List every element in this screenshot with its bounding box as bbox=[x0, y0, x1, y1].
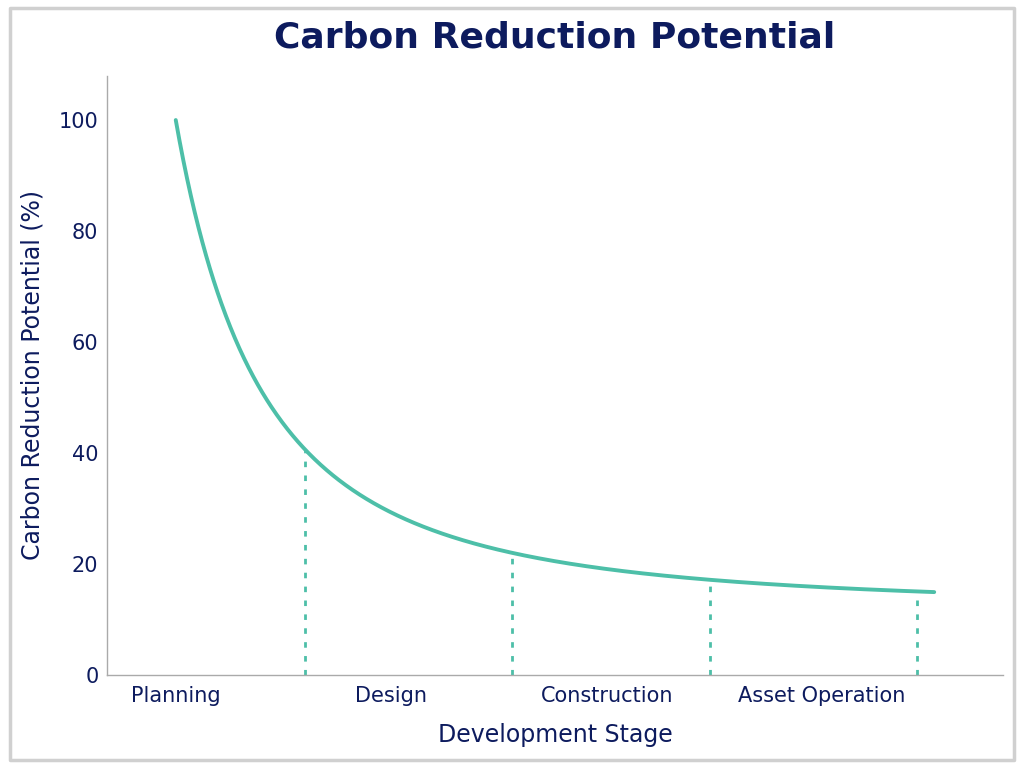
Y-axis label: Carbon Reduction Potential (%): Carbon Reduction Potential (%) bbox=[20, 190, 45, 561]
Title: Carbon Reduction Potential: Carbon Reduction Potential bbox=[274, 21, 836, 55]
X-axis label: Development Stage: Development Stage bbox=[437, 723, 673, 747]
